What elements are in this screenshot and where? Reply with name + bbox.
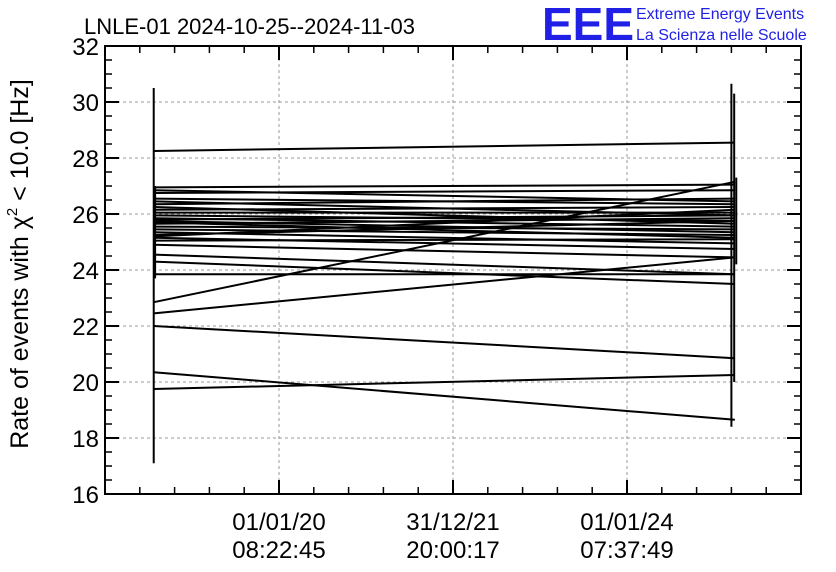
series-line [153, 217, 735, 225]
series-line [153, 183, 735, 189]
series-line [153, 189, 735, 194]
series-line [153, 260, 735, 285]
series-line [153, 374, 735, 390]
series-line [153, 243, 735, 259]
x-tick-label-date: 01/01/20 [232, 509, 325, 536]
x-tick-label-date: 31/12/21 [406, 509, 499, 536]
svg-text:Rate of events with χ2 < 10.0: Rate of events with χ2 < 10.0 [Hz] [4, 79, 34, 449]
series-line [153, 228, 735, 236]
series-line [153, 256, 735, 315]
y-tick-label: 26 [72, 202, 99, 229]
x-tick-label-date: 01/01/24 [580, 509, 673, 536]
eee-logo-mark: EEE [542, 0, 634, 50]
y-tick-label: 16 [72, 482, 99, 509]
x-tick-label-time: 07:37:49 [580, 537, 673, 564]
series-line [153, 325, 735, 360]
error-bars [152, 83, 738, 464]
plot-frame [104, 45, 802, 495]
y-axis-label-post: < 10.0 [Hz] [6, 79, 34, 208]
x-tick-label-time: 20:00:17 [406, 537, 499, 564]
y-axis-label-pre: Rate of events with [6, 229, 34, 449]
y-tick-label: 32 [72, 34, 99, 61]
x-tick-label-time: 08:22:45 [232, 537, 325, 564]
series-line [153, 141, 735, 152]
series-line [153, 221, 735, 239]
eee-logo: EEE Extreme Energy Events La Scienza nel… [542, 0, 807, 50]
data-series [153, 141, 736, 421]
y-tick-label: 22 [72, 314, 99, 341]
series-line [153, 206, 735, 211]
series-line [153, 371, 735, 421]
series-line [153, 214, 735, 221]
y-tick-label: 18 [72, 426, 99, 453]
series-line [153, 180, 736, 304]
y-tick-label: 30 [72, 90, 99, 117]
series-line [153, 197, 735, 206]
y-tick-label: 20 [72, 370, 99, 397]
eee-logo-line2: La Scienza nelle Scuole [636, 27, 807, 44]
grid [105, 46, 801, 494]
y-axis-label: Rate of events with χ2 < 10.0 [Hz] [4, 79, 34, 449]
chart-title: LNLE-01 2024-10-25--2024-11-03 [84, 14, 415, 39]
series-line [153, 231, 735, 245]
y-axis-label-chi: χ [6, 216, 34, 229]
y-axis-label-sup: 2 [4, 208, 21, 216]
y-tick-label: 24 [72, 258, 99, 285]
eee-logo-line1: Extreme Energy Events [636, 6, 804, 23]
series-line [153, 238, 735, 242]
series-line [153, 253, 735, 276]
y-tick-label: 28 [72, 146, 99, 173]
series-line [153, 208, 735, 238]
